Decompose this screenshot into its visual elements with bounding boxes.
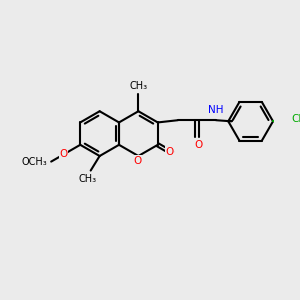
Text: O: O xyxy=(133,156,141,166)
Text: CH₃: CH₃ xyxy=(79,174,97,184)
Text: O: O xyxy=(59,149,68,159)
Text: O: O xyxy=(166,147,174,157)
Text: OCH₃: OCH₃ xyxy=(21,157,47,166)
Text: Cl: Cl xyxy=(292,114,300,124)
Text: CH₃: CH₃ xyxy=(129,81,148,91)
Text: O: O xyxy=(194,140,202,150)
Text: NH: NH xyxy=(208,105,223,115)
